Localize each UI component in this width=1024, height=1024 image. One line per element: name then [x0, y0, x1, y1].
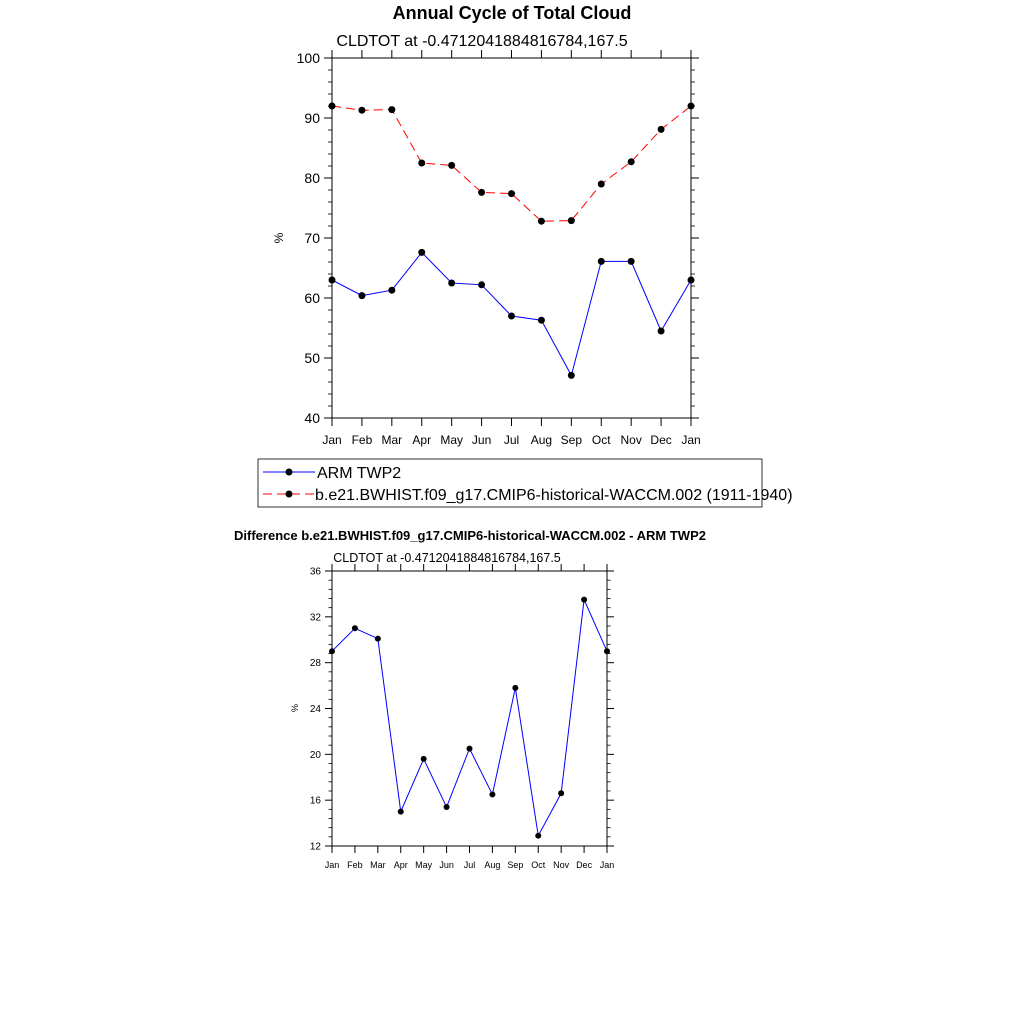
- data-point: [358, 106, 366, 114]
- top-chart-subtitle: CLDTOT at -0.4712041884816784,167.5: [336, 33, 627, 50]
- x-tick-label: Nov: [620, 433, 641, 447]
- x-tick-label: May: [440, 433, 463, 447]
- x-tick-label: Jun: [472, 433, 491, 447]
- legend-marker-arm: [285, 468, 293, 476]
- data-point: [597, 257, 605, 265]
- data-point: [358, 292, 366, 300]
- y-tick-label: 80: [304, 170, 320, 186]
- data-point: [351, 625, 358, 632]
- data-point: [508, 190, 515, 198]
- top-chart-ylabel: %: [272, 232, 286, 243]
- x-tick-label: Aug: [531, 433, 552, 447]
- legend-label-model: b.e21.BWHIST.f09_g17.CMIP6-historical-WA…: [315, 487, 793, 504]
- data-point: [388, 106, 396, 114]
- top-chart-title: Annual Cycle of Total Cloud: [393, 3, 632, 23]
- data-point: [567, 217, 575, 225]
- data-point: [478, 188, 486, 196]
- x-tick-label: Jul: [504, 433, 519, 447]
- x-tick-label: Jul: [464, 860, 476, 870]
- y-tick-label: 60: [304, 290, 320, 306]
- y-tick-label: 36: [310, 567, 322, 578]
- data-point: [418, 159, 426, 167]
- data-point: [448, 161, 456, 169]
- data-point: [397, 808, 404, 815]
- x-tick-label: Oct: [531, 860, 546, 870]
- y-tick-label: 32: [310, 612, 322, 623]
- x-tick-label: Jan: [681, 433, 700, 447]
- bottom-chart: Difference b.e21.BWHIST.f09_g17.CMIP6-hi…: [234, 528, 706, 870]
- data-point: [466, 745, 473, 752]
- bottom-chart-series: [329, 596, 610, 839]
- y-tick-label: 70: [304, 230, 320, 246]
- legend-box: [257, 458, 763, 508]
- series-line-0: [331, 597, 608, 838]
- x-tick-label: Feb: [347, 860, 363, 870]
- x-tick-label: Jan: [600, 860, 615, 870]
- data-point: [657, 327, 665, 335]
- data-point: [558, 790, 565, 797]
- x-tick-label: Dec: [650, 433, 671, 447]
- data-point: [512, 684, 519, 691]
- data-point: [478, 281, 486, 289]
- data-point: [567, 371, 575, 379]
- y-tick-label: 90: [304, 110, 320, 126]
- y-tick-label: 12: [310, 842, 322, 853]
- x-tick-label: Sep: [561, 433, 583, 447]
- x-tick-label: Mar: [381, 433, 402, 447]
- bottom-chart-ylabel: %: [290, 704, 300, 712]
- x-tick-label: Mar: [370, 860, 386, 870]
- data-point: [535, 832, 542, 839]
- y-tick-label: 16: [310, 796, 322, 807]
- x-tick-label: Aug: [484, 860, 500, 870]
- data-point: [657, 125, 665, 133]
- data-point: [537, 217, 545, 225]
- x-tick-label: Jan: [322, 433, 341, 447]
- y-tick-label: 24: [310, 704, 322, 715]
- data-point: [537, 316, 545, 324]
- y-tick-label: 20: [310, 750, 322, 761]
- data-point: [508, 312, 515, 320]
- data-point: [443, 804, 450, 811]
- data-point: [388, 286, 396, 294]
- top-chart-legend: ARM TWP2 b.e21.BWHIST.f09_g17.CMIP6-hist…: [257, 458, 793, 508]
- y-tick-label: 50: [304, 350, 320, 366]
- x-tick-label: May: [415, 860, 433, 870]
- data-point: [420, 755, 427, 762]
- x-tick-label: Feb: [352, 433, 373, 447]
- data-point: [448, 279, 456, 287]
- x-tick-label: Jun: [439, 860, 454, 870]
- y-tick-label: 40: [304, 410, 320, 426]
- data-point: [627, 158, 635, 166]
- legend-marker-model: [285, 490, 293, 498]
- x-tick-label: Oct: [592, 433, 611, 447]
- y-tick-label: 100: [297, 50, 321, 66]
- data-point: [597, 180, 605, 188]
- data-point: [489, 791, 496, 798]
- x-tick-label: Apr: [412, 433, 431, 447]
- top-chart-frame: [331, 57, 692, 419]
- bottom-chart-subtitle: CLDTOT at -0.4712041884816784,167.5: [333, 551, 561, 565]
- x-tick-label: Dec: [576, 860, 593, 870]
- top-chart: Annual Cycle of Total Cloud CLDTOT at -0…: [257, 3, 793, 508]
- top-chart-axes: 40 50 60 70 80 90 100 Jan Feb Mar Apr May Jun Jul Aug S…: [297, 50, 701, 447]
- bottom-chart-frame: [331, 570, 608, 847]
- x-tick-label: Apr: [394, 860, 408, 870]
- data-point: [374, 635, 381, 642]
- bottom-chart-axes: 12 16 20 24 28 32 36 Jan Feb Mar Apr May Jun Jul Aug Se…: [310, 564, 614, 870]
- top-chart-series: [328, 102, 695, 379]
- x-tick-label: Jan: [325, 860, 340, 870]
- legend-label-arm: ARM TWP2: [317, 465, 401, 482]
- bottom-chart-title: Difference b.e21.BWHIST.f09_g17.CMIP6-hi…: [234, 528, 706, 543]
- data-point: [627, 257, 635, 265]
- series-line-1: [331, 105, 692, 222]
- data-point: [581, 596, 588, 603]
- x-tick-label: Nov: [553, 860, 570, 870]
- y-tick-label: 28: [310, 658, 322, 669]
- data-point: [418, 248, 426, 256]
- x-tick-label: Sep: [507, 860, 523, 870]
